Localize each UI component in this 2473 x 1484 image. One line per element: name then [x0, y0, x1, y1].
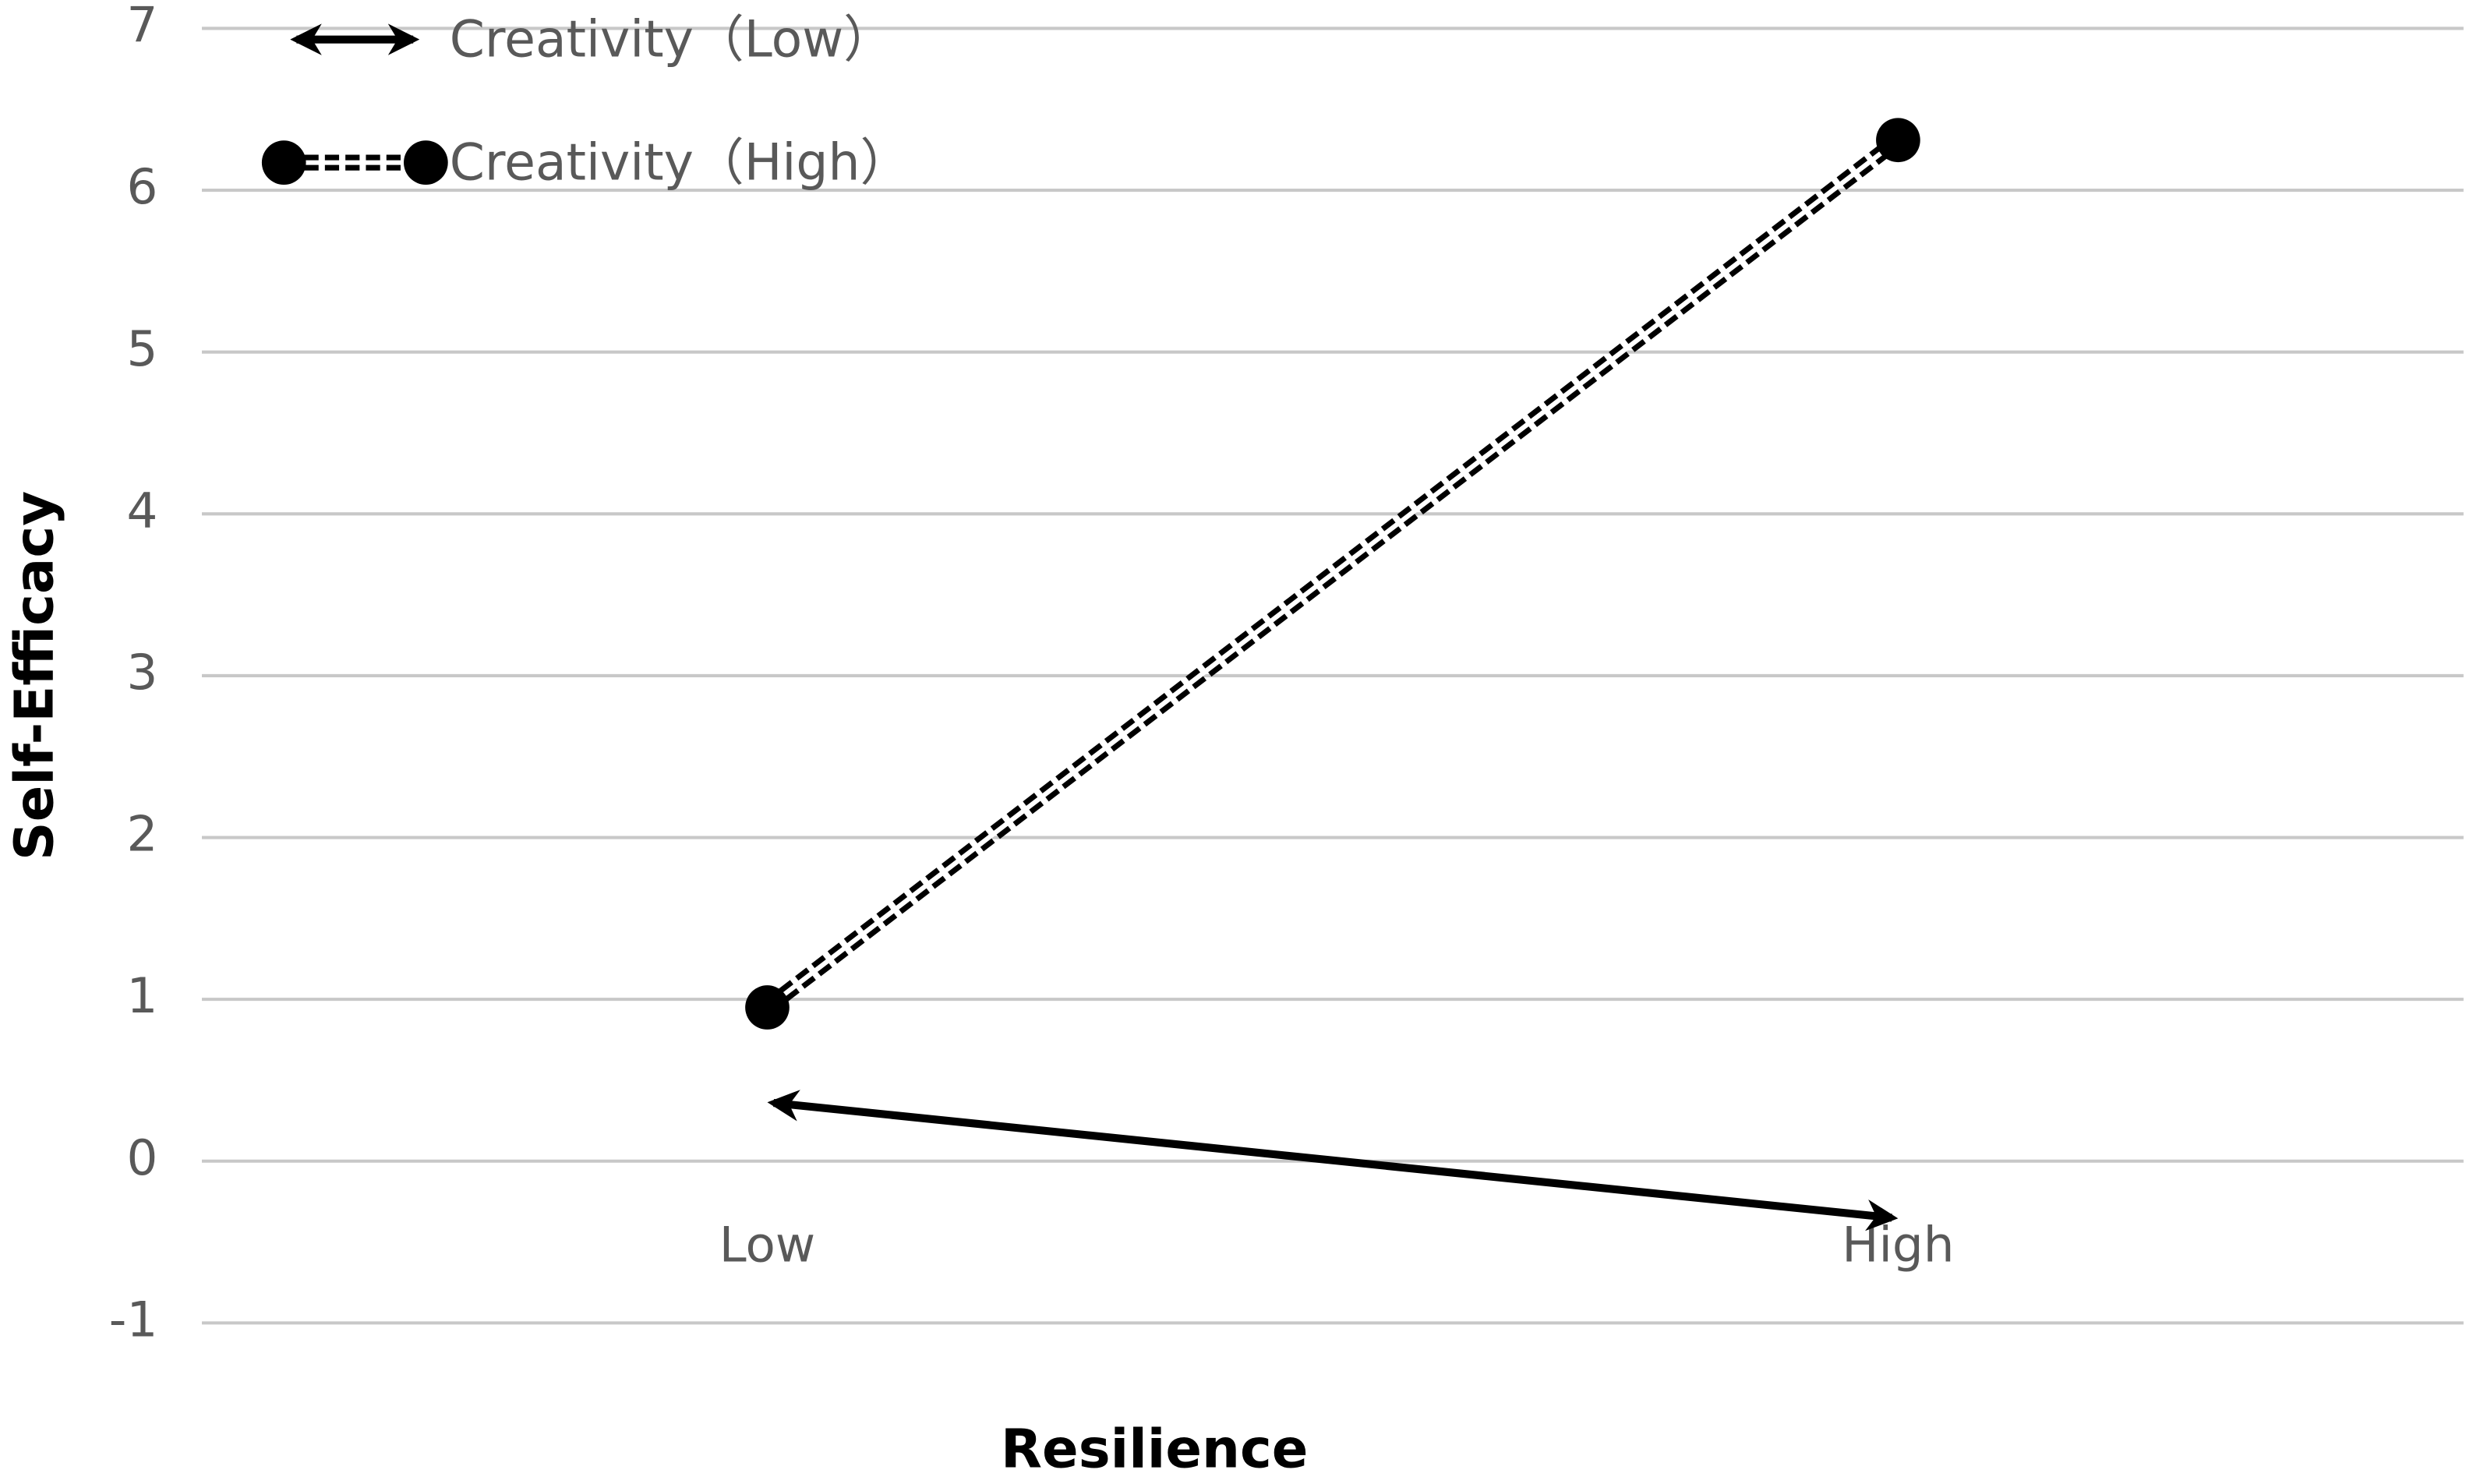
y-tick-label: 3: [126, 644, 157, 701]
y-tick-label: 2: [126, 806, 157, 863]
y-tick-label: 1: [126, 967, 157, 1024]
legend-marker: [404, 140, 448, 185]
series-line: [767, 1090, 1899, 1231]
x-axis-title: Resilience: [1001, 1418, 1308, 1480]
point: [745, 985, 790, 1030]
y-tick-label: 0: [126, 1129, 157, 1186]
legend-label: Creativity（High）: [450, 133, 910, 192]
y-tick-label: 4: [126, 482, 157, 539]
y-tick-label: 7: [126, 0, 157, 54]
point: [1876, 118, 1920, 163]
legend-label: Creativity（Low）: [450, 10, 894, 69]
x-tick-label: Low: [719, 1216, 816, 1273]
y-tick-label: -1: [109, 1291, 158, 1348]
x-tick-label: High: [1842, 1216, 1954, 1273]
y-axis-title: Self-Efficacy: [4, 491, 66, 860]
y-tick-label: 5: [126, 320, 157, 377]
series-line-inner: [765, 138, 1900, 1009]
legend-marker: [261, 140, 306, 185]
y-tick-label: 6: [126, 158, 157, 215]
